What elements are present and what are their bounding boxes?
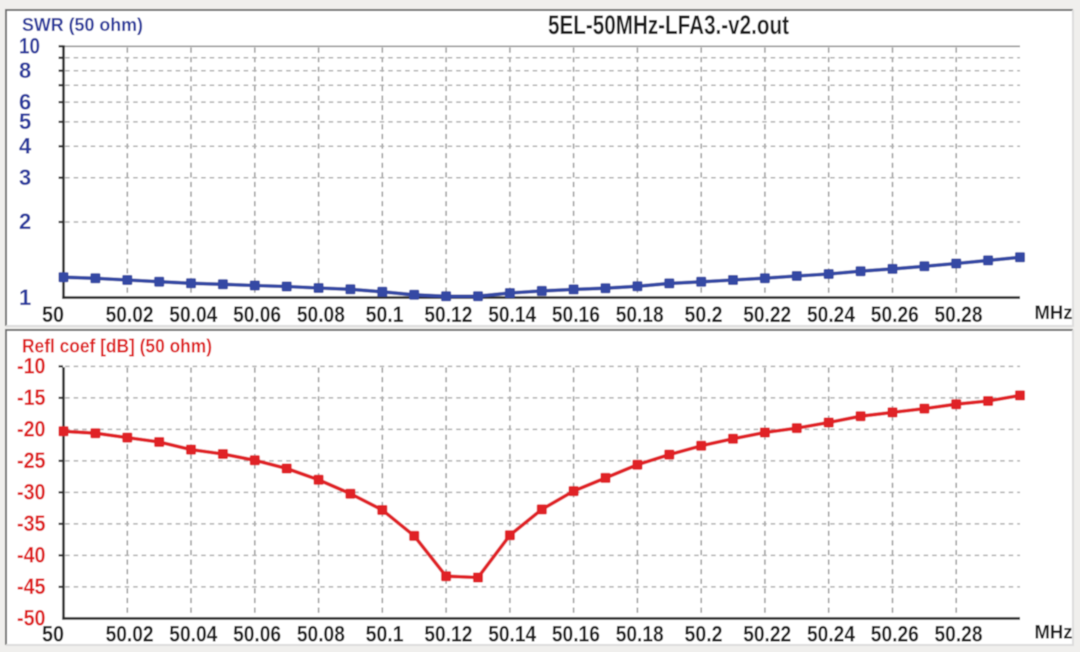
svg-text:-20: -20 (17, 417, 46, 442)
svg-text:50.1: 50.1 (366, 622, 404, 647)
svg-text:SWR (50 ohm): SWR (50 ohm) (22, 14, 143, 35)
svg-text:5: 5 (19, 109, 31, 134)
svg-text:3: 3 (19, 165, 31, 190)
svg-text:-30: -30 (17, 480, 46, 505)
svg-text:50.04: 50.04 (169, 622, 218, 647)
svg-text:50.26: 50.26 (871, 622, 919, 647)
svg-text:50.1: 50.1 (366, 302, 404, 327)
svg-text:-50: -50 (17, 606, 46, 631)
svg-text:-40: -40 (17, 543, 46, 568)
svg-text:50.18: 50.18 (616, 622, 664, 647)
svg-text:50.18: 50.18 (616, 302, 664, 327)
svg-text:50.22: 50.22 (743, 622, 791, 647)
svg-text:-35: -35 (17, 511, 46, 536)
svg-text:50.22: 50.22 (743, 302, 791, 327)
svg-text:4: 4 (19, 134, 32, 159)
svg-text:50.02: 50.02 (106, 622, 154, 647)
svg-text:50.04: 50.04 (169, 302, 218, 327)
svg-text:50.28: 50.28 (935, 302, 983, 327)
svg-text:50.14: 50.14 (488, 302, 537, 327)
svg-text:-25: -25 (17, 448, 46, 473)
svg-text:MHz: MHz (1035, 303, 1073, 324)
svg-text:50.14: 50.14 (488, 622, 537, 647)
svg-text:50.16: 50.16 (552, 302, 600, 327)
svg-text:50.2: 50.2 (685, 302, 723, 327)
svg-text:2: 2 (19, 209, 31, 234)
svg-text:50.08: 50.08 (297, 302, 345, 327)
svg-text:50.24: 50.24 (807, 622, 856, 647)
svg-text:50.16: 50.16 (552, 622, 600, 647)
svg-text:5EL-50MHz-LFA3.-v2.out: 5EL-50MHz-LFA3.-v2.out (548, 10, 789, 40)
svg-text:8: 8 (19, 58, 31, 83)
svg-text:50.28: 50.28 (935, 622, 983, 647)
svg-text:1: 1 (19, 285, 31, 310)
svg-text:-15: -15 (17, 385, 46, 410)
svg-text:50.12: 50.12 (424, 622, 472, 647)
svg-text:50.02: 50.02 (106, 302, 154, 327)
svg-text:50.12: 50.12 (424, 302, 472, 327)
svg-text:-10: -10 (17, 354, 46, 379)
svg-text:MHz: MHz (1035, 623, 1073, 644)
svg-text:Refl coef [dB] (50 ohm): Refl coef [dB] (50 ohm) (22, 336, 212, 358)
svg-text:50: 50 (42, 302, 64, 327)
svg-text:50.08: 50.08 (297, 622, 345, 647)
svg-text:50.06: 50.06 (233, 302, 281, 327)
svg-text:6: 6 (19, 89, 31, 114)
svg-text:50.26: 50.26 (871, 302, 919, 327)
svg-text:50.06: 50.06 (233, 622, 281, 647)
svg-text:50.24: 50.24 (807, 302, 856, 327)
svg-text:10: 10 (19, 34, 40, 59)
svg-text:50: 50 (42, 622, 64, 647)
svg-text:50.2: 50.2 (685, 622, 723, 647)
svg-text:-45: -45 (17, 574, 46, 599)
